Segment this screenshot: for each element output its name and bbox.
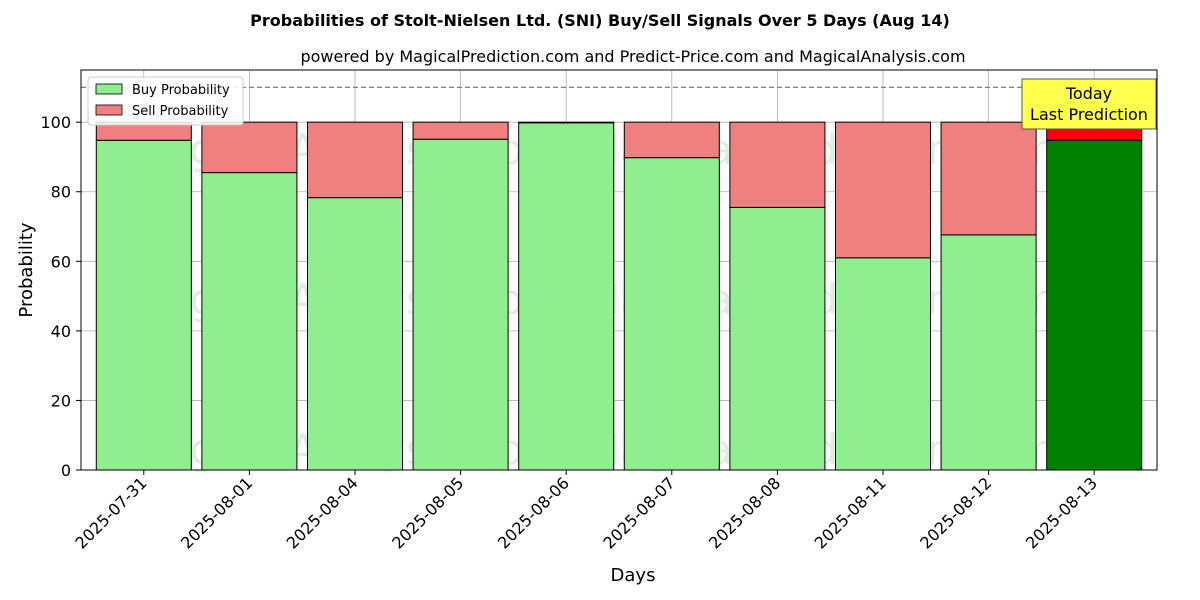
chart-subtitle: powered by MagicalPrediction.com and Pre… [300, 47, 965, 66]
annotation-line-2: Last Prediction [1030, 105, 1148, 124]
bar-sell [412, 121, 509, 140]
y-axis-label: Probability [16, 222, 37, 317]
y-tick-label: 40 [51, 322, 71, 341]
plot-frame [80, 69, 1158, 471]
bar-sell [201, 121, 298, 174]
bar-sell [729, 121, 826, 208]
bar-sell [518, 121, 615, 124]
x-tick-label: 2025-08-11 [811, 473, 890, 552]
bar-buy [95, 139, 192, 471]
legend-label-sell: Sell Probability [132, 104, 229, 119]
legend-box [87, 76, 244, 126]
bar-sell [834, 121, 932, 259]
x-axis-label: Days [611, 565, 656, 586]
chart-title: Probabilities of Stolt-Nielsen Ltd. (SNI… [250, 11, 950, 30]
y-tick-label: 0 [61, 461, 71, 480]
x-tick-label: 2025-08-01 [177, 473, 256, 552]
bar-buy [412, 138, 509, 471]
x-tick-label: 2025-08-13 [1022, 473, 1101, 552]
bar-sell [306, 121, 404, 199]
x-axis: 2025-07-31 2025-08-01 2025-08-04 2025-08-05… [71, 470, 1101, 553]
y-tick-label: 80 [51, 183, 71, 202]
bar-buy [729, 206, 826, 471]
x-tick-label: 2025-08-07 [599, 473, 678, 552]
x-tick-label: 2025-08-08 [705, 473, 784, 552]
bar-buy [306, 197, 404, 471]
bars [95, 121, 1143, 471]
legend-label-buy: Buy Probability [132, 83, 230, 98]
y-axis: 0 20 40 60 80 100 [40, 113, 81, 480]
annotation-line-1: Today [1065, 84, 1112, 103]
legend: Buy Probability Sell Probability [87, 76, 244, 126]
bar-buy [201, 172, 298, 471]
bar-buy [940, 234, 1037, 471]
x-tick-label: 2025-08-05 [388, 473, 467, 552]
bar-buy [623, 157, 720, 471]
y-tick-label: 60 [51, 252, 71, 271]
x-tick-label: 2025-07-31 [71, 473, 150, 552]
y-tick-label: 20 [51, 391, 71, 410]
y-tick-label: 100 [40, 113, 71, 132]
x-tick-label: 2025-08-06 [494, 473, 573, 552]
x-tick-label: 2025-08-12 [916, 473, 995, 552]
today-annotation: Today Last Prediction [1021, 78, 1157, 130]
bar-sell [940, 121, 1037, 236]
bar-buy [518, 122, 615, 471]
bar-sell [623, 121, 720, 159]
annotation-box [1021, 78, 1157, 130]
x-tick-label: 2025-08-04 [283, 473, 362, 552]
legend-swatch-buy [95, 83, 123, 95]
legend-swatch-sell [95, 104, 123, 116]
bar-buy [1046, 139, 1143, 471]
bar-buy [834, 257, 932, 471]
